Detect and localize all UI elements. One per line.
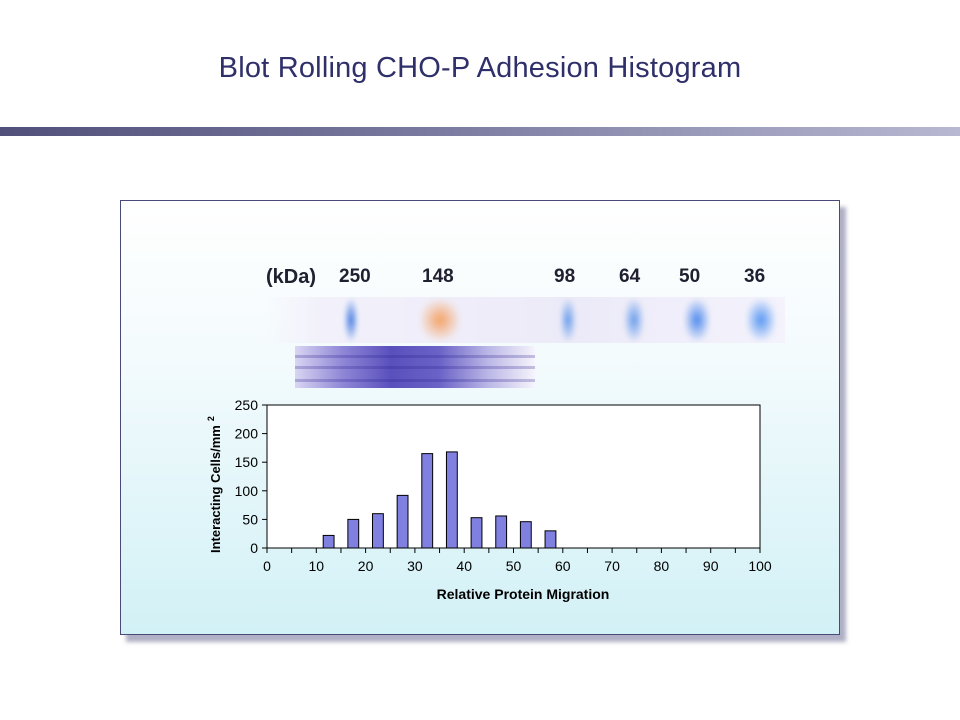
y-tick-label: 0 (250, 540, 258, 556)
bar-group (322, 451, 557, 549)
y-axis-label-text: Interacting Cells/mm (208, 425, 223, 553)
x-tick-label: 60 (555, 558, 571, 574)
histogram-bar (445, 451, 458, 549)
histogram-bar (519, 521, 532, 549)
x-axis-label: Relative Protein Migration (437, 586, 610, 602)
blot-band-250 (344, 299, 358, 341)
kda-marker-148: 148 (422, 266, 454, 287)
kda-unit-label: (kDa) (266, 266, 317, 288)
x-tick-label: 80 (654, 558, 670, 574)
x-tick-label: 40 (456, 558, 472, 574)
histogram-bar (495, 515, 508, 549)
plot-area (266, 404, 761, 549)
title-divider (0, 127, 960, 136)
x-axis: 0 10 20 30 40 50 60 70 80 90 100 (263, 548, 772, 574)
kda-marker-50: 50 (679, 266, 701, 287)
kda-marker-98: 98 (554, 266, 576, 287)
x-tick-label: 70 (604, 558, 620, 574)
y-axis-label: Interacting Cells/mm 2 (206, 416, 223, 553)
sample-smear-stripe (295, 366, 535, 369)
blot-band-64 (624, 299, 644, 341)
kda-marker-64: 64 (619, 266, 641, 287)
kda-marker-36: 36 (744, 266, 766, 287)
y-axis: 0 50 100 150 200 250 (235, 397, 267, 556)
histogram-bar (347, 518, 360, 549)
y-tick-label: 250 (235, 397, 259, 413)
x-tick-label: 0 (263, 558, 271, 574)
sample-smear-stripe (295, 379, 535, 382)
histogram-bar (421, 453, 434, 549)
sample-smear-stripe (295, 355, 535, 358)
histogram-bar (396, 494, 409, 549)
histogram-bar (470, 517, 483, 549)
y-tick-label: 200 (235, 426, 259, 442)
x-tick-label: 10 (309, 558, 325, 574)
blot-band-98 (560, 299, 576, 341)
x-tick-label: 30 (407, 558, 423, 574)
histogram-bar (544, 530, 557, 549)
blot-band-36 (746, 299, 776, 341)
y-tick-label: 100 (235, 483, 259, 499)
x-tick-label: 90 (703, 558, 719, 574)
x-tick-label: 50 (506, 558, 522, 574)
y-tick-label: 150 (235, 454, 259, 470)
y-axis-label-superscript: 2 (206, 416, 216, 421)
blot-band-50 (684, 299, 710, 341)
kda-marker-250: 250 (339, 266, 371, 287)
histogram-bar (322, 534, 335, 549)
y-tick-label: 50 (242, 511, 258, 527)
adhesion-histogram: 0 50 100 150 200 250 0 10 20 30 40 50 60 70 80 90 100 I… (206, 397, 772, 602)
x-tick-label: 20 (358, 558, 374, 574)
blot-lane-sample (295, 346, 535, 388)
slide-title: Blot Rolling CHO-P Adhesion Histogram (218, 52, 742, 84)
blot-band-148 (420, 299, 460, 341)
x-tick-label: 100 (748, 558, 772, 574)
histogram-bar (372, 513, 384, 549)
